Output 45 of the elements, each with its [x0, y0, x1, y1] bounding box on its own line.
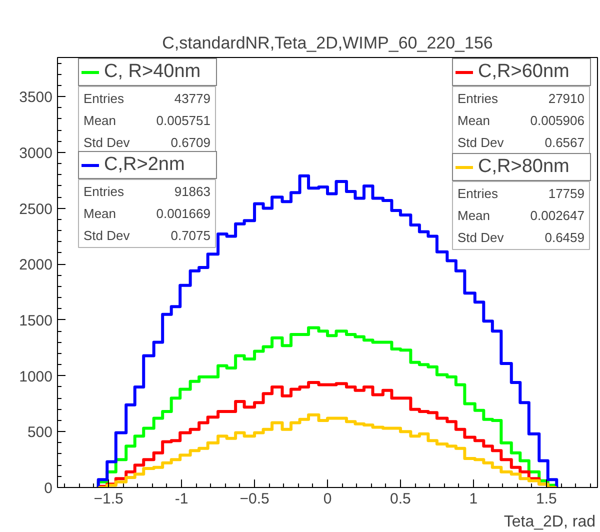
x-tick-label: −1.5: [94, 490, 124, 508]
y-tick-label: 1000: [19, 368, 53, 386]
annotation: Std Dev: [84, 228, 130, 243]
annotation: Mean: [84, 206, 116, 221]
x-tick-label: 0.5: [390, 490, 411, 508]
legend-label: C,R>80nm: [478, 156, 570, 178]
annotation: 0.001669: [156, 206, 211, 221]
annotation: 0.6709: [170, 135, 211, 150]
x-axis-title: Teta_2D, rad: [504, 514, 596, 530]
annotation: 0.6459: [544, 230, 585, 245]
annotation: 0.7075: [170, 228, 211, 243]
y-tick-label: 3500: [19, 89, 53, 106]
annotation: Mean: [458, 113, 490, 128]
annotation: 43779: [174, 91, 211, 106]
annotation: 0.005751: [156, 113, 211, 128]
x-tick-label: 1.5: [536, 490, 557, 508]
annotation: Mean: [458, 208, 490, 223]
y-tick-label: 3000: [19, 144, 53, 162]
legend-label: C, R>40nm: [104, 61, 202, 83]
x-tick-label: -1: [174, 490, 188, 508]
annotation: 0.6567: [544, 135, 585, 150]
x-tick-label: −0.5: [240, 490, 270, 508]
legend-label: C,R>2nm: [104, 154, 186, 176]
annotation: Entries: [84, 184, 124, 199]
y-tick-label: 1500: [19, 312, 53, 330]
x-tick-label: 0: [323, 490, 332, 508]
annotation: Entries: [458, 91, 498, 106]
annotation: Std Dev: [458, 135, 504, 150]
x-tick-label: 1: [469, 490, 478, 508]
chart-title: C,standardNR,Teta_2D,WIMP_60_220_156: [162, 34, 493, 52]
annotation: Std Dev: [458, 230, 504, 245]
annotation: Std Dev: [84, 135, 130, 150]
annotation: Entries: [84, 91, 124, 106]
annotation: 27910: [548, 91, 585, 106]
annotation: 91863: [174, 184, 211, 199]
y-tick-label: 500: [27, 424, 53, 442]
legend-label: C,R>60nm: [478, 61, 570, 83]
annotation: 17759: [548, 186, 585, 201]
y-tick-label: 2000: [19, 256, 53, 274]
annotation: 0.002647: [530, 208, 585, 223]
annotation: Mean: [84, 113, 116, 128]
annotation: 0.005906: [530, 113, 585, 128]
y-tick-label: 0: [44, 480, 52, 497]
y-tick-label: 2500: [19, 200, 53, 218]
annotation: Entries: [458, 186, 498, 201]
